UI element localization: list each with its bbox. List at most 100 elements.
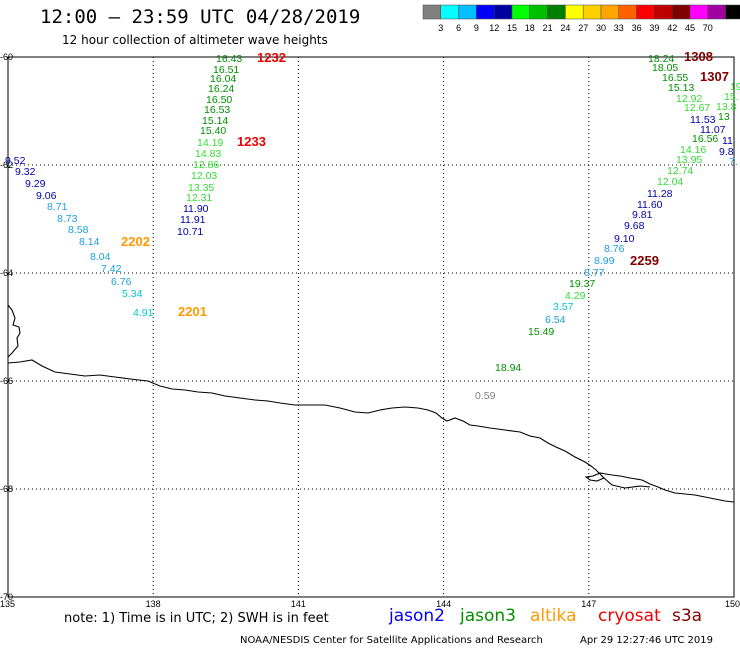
page-subtitle: 12 hour collection of altimeter wave hei… — [62, 33, 328, 47]
longitude-label: 150 — [725, 599, 740, 609]
colorbar-tick-label: 70 — [703, 23, 713, 33]
swh-value-label: 18.24 — [648, 53, 674, 65]
swh-value-label: 13 — [718, 111, 730, 123]
swh-value-label: 6.76 — [111, 276, 132, 288]
pass-time-label: 2259 — [630, 253, 659, 268]
swh-value-label: 13.95 — [676, 154, 702, 166]
colorbar-swatch — [725, 4, 740, 20]
swh-value-label: 9.68 — [624, 220, 645, 232]
latitude-label: -60 — [0, 52, 13, 62]
swh-value-label: 16.24 — [208, 83, 234, 95]
swh-value-label: 19.37 — [569, 278, 595, 290]
swh-value-label: 13.8 — [716, 101, 737, 113]
swh-value-label: 12.03 — [191, 170, 217, 182]
colorbar-tick-label: 21 — [543, 23, 553, 33]
latitude-label: -66 — [0, 376, 13, 386]
swh-value-label: 8.76 — [604, 243, 625, 255]
swh-value-label: 11.07 — [700, 124, 726, 136]
swh-value-label: 16.56 — [692, 133, 718, 145]
satellite-legend-cryosat: cryosat — [598, 606, 661, 626]
swh-value-label: 9.29 — [25, 178, 46, 190]
swh-value-label: 14.16 — [680, 144, 706, 156]
swh-value-label: 11.90 — [183, 203, 209, 215]
swh-value-label: 8.71 — [47, 201, 68, 213]
swh-value-label: 11.91 — [180, 214, 206, 226]
swh-value-label: 8.14 — [79, 236, 100, 248]
latitude-label: -70 — [0, 592, 13, 602]
swh-value-label: 15.13 — [668, 82, 694, 94]
colorbar-tick-label: 15 — [507, 23, 517, 33]
swh-value-label: 15. — [724, 91, 739, 103]
swh-value-label: 15.40 — [200, 125, 226, 137]
map-frame — [7, 56, 735, 598]
latitude-label: -68 — [0, 484, 13, 494]
swh-value-label: 8.73 — [57, 213, 78, 225]
swh-value-label: 14.19 — [197, 137, 223, 149]
swh-value-label: 14.83 — [195, 148, 221, 160]
longitude-label: 144 — [436, 599, 451, 609]
page-title: 12:00 – 23:59 UTC 04/28/2019 — [40, 6, 361, 28]
pass-time-label: 1308 — [684, 49, 713, 64]
pass-time-label: 1307 — [700, 69, 729, 84]
swh-value-label: 9.8 — [719, 146, 734, 158]
coastline-segment — [603, 477, 651, 489]
swh-value-label: 8.04 — [90, 251, 111, 263]
swh-value-label: 19 — [730, 81, 740, 93]
colorbar-tick-label: 45 — [685, 23, 695, 33]
colorbar-tick-label: 24 — [560, 23, 570, 33]
swh-value-label: 10.71 — [177, 226, 203, 238]
satellite-legend-s3a: s3a — [672, 606, 703, 626]
swh-value-label: 9.32 — [15, 166, 36, 178]
swh-value-label: 9.06 — [36, 190, 57, 202]
swh-value-label: 15.49 — [528, 326, 554, 338]
swh-value-label: 9.52 — [5, 155, 26, 167]
pass-time-label: 2202 — [121, 234, 150, 249]
colorbar-tick-label: 3 — [438, 23, 443, 33]
generated-timestamp: Apr 29 12:27:46 UTC 2019 — [580, 635, 713, 646]
swh-value-label: 11 — [722, 135, 733, 147]
colorbar-tick-label: 42 — [667, 23, 677, 33]
swh-value-label: 18.94 — [495, 362, 521, 374]
longitude-label: 147 — [581, 599, 596, 609]
swh-value-label: 7. — [729, 156, 738, 168]
longitude-label: 138 — [146, 599, 161, 609]
swh-value-label: 11.28 — [647, 188, 673, 200]
colorbar-tick-label: 18 — [525, 23, 535, 33]
colorbar-tick-label: 9 — [474, 23, 479, 33]
swh-value-label: 16.53 — [204, 104, 230, 116]
satellite-legend-altika: altika — [530, 606, 577, 626]
colorbar-tick-label: 6 — [456, 23, 461, 33]
swh-value-label: 5.34 — [122, 288, 143, 300]
swh-value-label: 12.92 — [676, 93, 702, 105]
swh-value-label: 11.53 — [690, 114, 716, 126]
coastline — [7, 359, 735, 503]
swh-value-label: 12.74 — [667, 165, 693, 177]
colorbar-tick-label: 36 — [632, 23, 642, 33]
footnote: note: 1) Time is in UTC; 2) SWH is in fe… — [64, 611, 329, 626]
colorbar-tick-label: 12 — [489, 23, 499, 33]
swh-value-label: 9.10 — [614, 233, 635, 245]
swh-value-label: 11.60 — [637, 199, 663, 211]
longitude-label: 141 — [291, 599, 306, 609]
swh-value-label: 12.86 — [193, 159, 219, 171]
swh-value-label: 0.59 — [475, 390, 496, 402]
swh-value-label: 16.43 — [216, 53, 242, 65]
swh-value-label: 16.55 — [662, 72, 688, 84]
swh-value-label: 9.81 — [632, 209, 653, 221]
swh-value-label: 8.77 — [584, 267, 605, 279]
swh-value-label: 7.42 — [101, 263, 122, 275]
colorbar-tick-label: 39 — [649, 23, 659, 33]
colorbar-tick-label: 27 — [578, 23, 588, 33]
pass-time-label: 2201 — [178, 304, 207, 319]
swh-value-label: 18.05 — [652, 62, 678, 74]
swh-value-label: 16.51 — [213, 64, 239, 76]
latitude-label: -64 — [0, 268, 13, 278]
satellite-legend-jason3: jason3 — [460, 606, 516, 626]
coastline-segment — [7, 304, 21, 358]
swh-value-label: 8.58 — [68, 224, 89, 236]
swh-value-label: 12.04 — [657, 176, 683, 188]
swh-value-label: 16.04 — [210, 73, 236, 85]
swh-value-label: 6.54 — [545, 314, 566, 326]
